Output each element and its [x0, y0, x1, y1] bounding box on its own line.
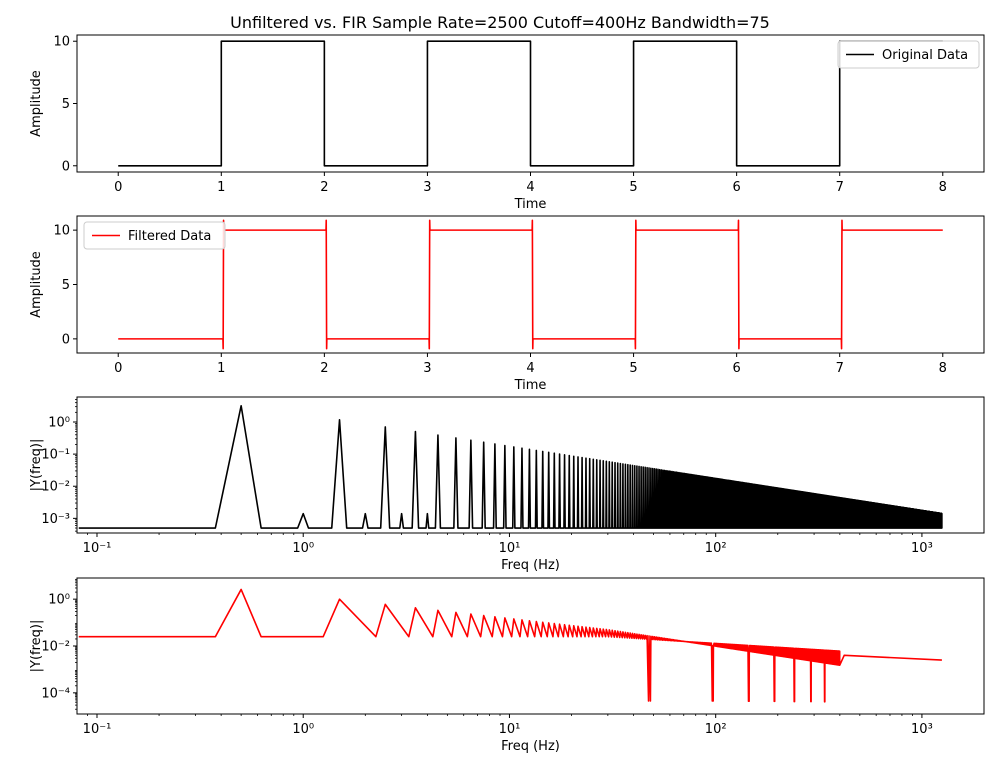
- x-tick-label: 7: [836, 361, 844, 376]
- y-axis-label: |Y(freq)|: [29, 439, 44, 492]
- x-tick-label: 10²: [705, 722, 727, 737]
- x-tick-label: 4: [526, 361, 534, 376]
- series-line-filtered-spectrum-0: [78, 588, 942, 703]
- panel-filtered-spectrum: 10⁻¹ 10⁰ 10¹ 10² 10³ 10⁻⁴ 10⁻² 10⁰ Freq (Hz) |Y(f…: [29, 577, 985, 754]
- y-axis-label: Amplitude: [29, 70, 44, 137]
- x-tick-label: 10¹: [499, 541, 521, 556]
- x-tick-label: 7: [836, 180, 844, 195]
- legend-label: Original Data: [882, 48, 968, 63]
- x-tick-label: 3: [423, 361, 431, 376]
- x-axis-label: Time: [514, 197, 547, 212]
- x-tick-label: 6: [732, 361, 740, 376]
- y-axis-label: Amplitude: [29, 251, 44, 318]
- panel-unfiltered-time: 0 1 2 3 4 5 6 7 8 0 5 10 Time Amplitude Original Data: [29, 34, 985, 212]
- x-tick-label: 3: [423, 180, 431, 195]
- y-tick-label: 10⁰: [48, 415, 70, 430]
- x-tick-label: 10⁰: [292, 722, 314, 737]
- x-tick-label: 4: [526, 180, 534, 195]
- y-tick-label: 10: [53, 224, 70, 239]
- y-tick-label: 5: [62, 278, 70, 293]
- series-line-filtered-time-0: [118, 219, 943, 350]
- y-tick-label: 0: [62, 332, 70, 347]
- x-tick-label: 1: [217, 180, 225, 195]
- plot-area: [78, 404, 943, 529]
- y-tick-label: 10⁻²: [41, 480, 70, 495]
- y-tick-label: 10⁻²: [41, 640, 70, 655]
- y-tick-label: 10⁻¹: [41, 448, 70, 463]
- legend-box: [837, 40, 980, 69]
- x-tick-label: 10⁻¹: [83, 722, 112, 737]
- x-tick-label: 10⁻¹: [83, 541, 112, 556]
- x-tick-label: 5: [629, 180, 637, 195]
- panel-unfiltered-spectrum: 10⁻¹ 10⁰ 10¹ 10² 10³ 10⁻³ 10⁻² 10⁻¹ 10⁰ Freq (Hz)…: [29, 396, 985, 573]
- series-line-unfiltered-spectrum-0: [78, 404, 943, 529]
- x-tick-label: 10⁰: [292, 541, 314, 556]
- axes-frame: [76, 396, 985, 534]
- y-tick-label: 10⁰: [48, 593, 70, 608]
- plot-area: [118, 219, 943, 350]
- x-tick-label: 10²: [705, 541, 727, 556]
- x-tick-label: 10³: [911, 541, 933, 556]
- x-tick-label: 10³: [911, 722, 933, 737]
- y-tick-label: 0: [62, 159, 70, 174]
- plot-area: [78, 588, 942, 703]
- x-tick-label: 6: [732, 180, 740, 195]
- x-axis-label: Time: [514, 378, 547, 393]
- x-axis-label: Freq (Hz): [501, 739, 560, 754]
- series-line-unfiltered-time-0: [118, 40, 943, 167]
- legend: Original Data: [837, 40, 980, 69]
- x-tick-label: 0: [114, 361, 122, 376]
- x-tick-label: 8: [939, 180, 947, 195]
- legend: Filtered Data: [83, 221, 226, 250]
- y-tick-label: 10⁻⁴: [41, 686, 70, 701]
- x-tick-label: 8: [939, 361, 947, 376]
- y-axis-label: |Y(freq)|: [29, 620, 44, 673]
- y-tick-label: 10: [53, 35, 70, 50]
- x-tick-label: 5: [629, 361, 637, 376]
- x-axis-label: Freq (Hz): [501, 558, 560, 573]
- x-tick-label: 0: [114, 180, 122, 195]
- panel-filtered-time: 0 1 2 3 4 5 6 7 8 0 5 10 Time Amplitude Filtered Data: [29, 215, 985, 393]
- x-tick-label: 1: [217, 361, 225, 376]
- x-tick-label: 2: [320, 180, 328, 195]
- figure-title: Unfiltered vs. FIR Sample Rate=2500 Cuto…: [230, 13, 770, 32]
- x-tick-label: 2: [320, 361, 328, 376]
- plot-area: [118, 40, 943, 167]
- y-tick-label: 5: [62, 97, 70, 112]
- legend-label: Filtered Data: [128, 229, 211, 244]
- y-tick-label: 10⁻³: [41, 512, 70, 527]
- legend-box: [83, 221, 226, 250]
- x-tick-label: 10¹: [499, 722, 521, 737]
